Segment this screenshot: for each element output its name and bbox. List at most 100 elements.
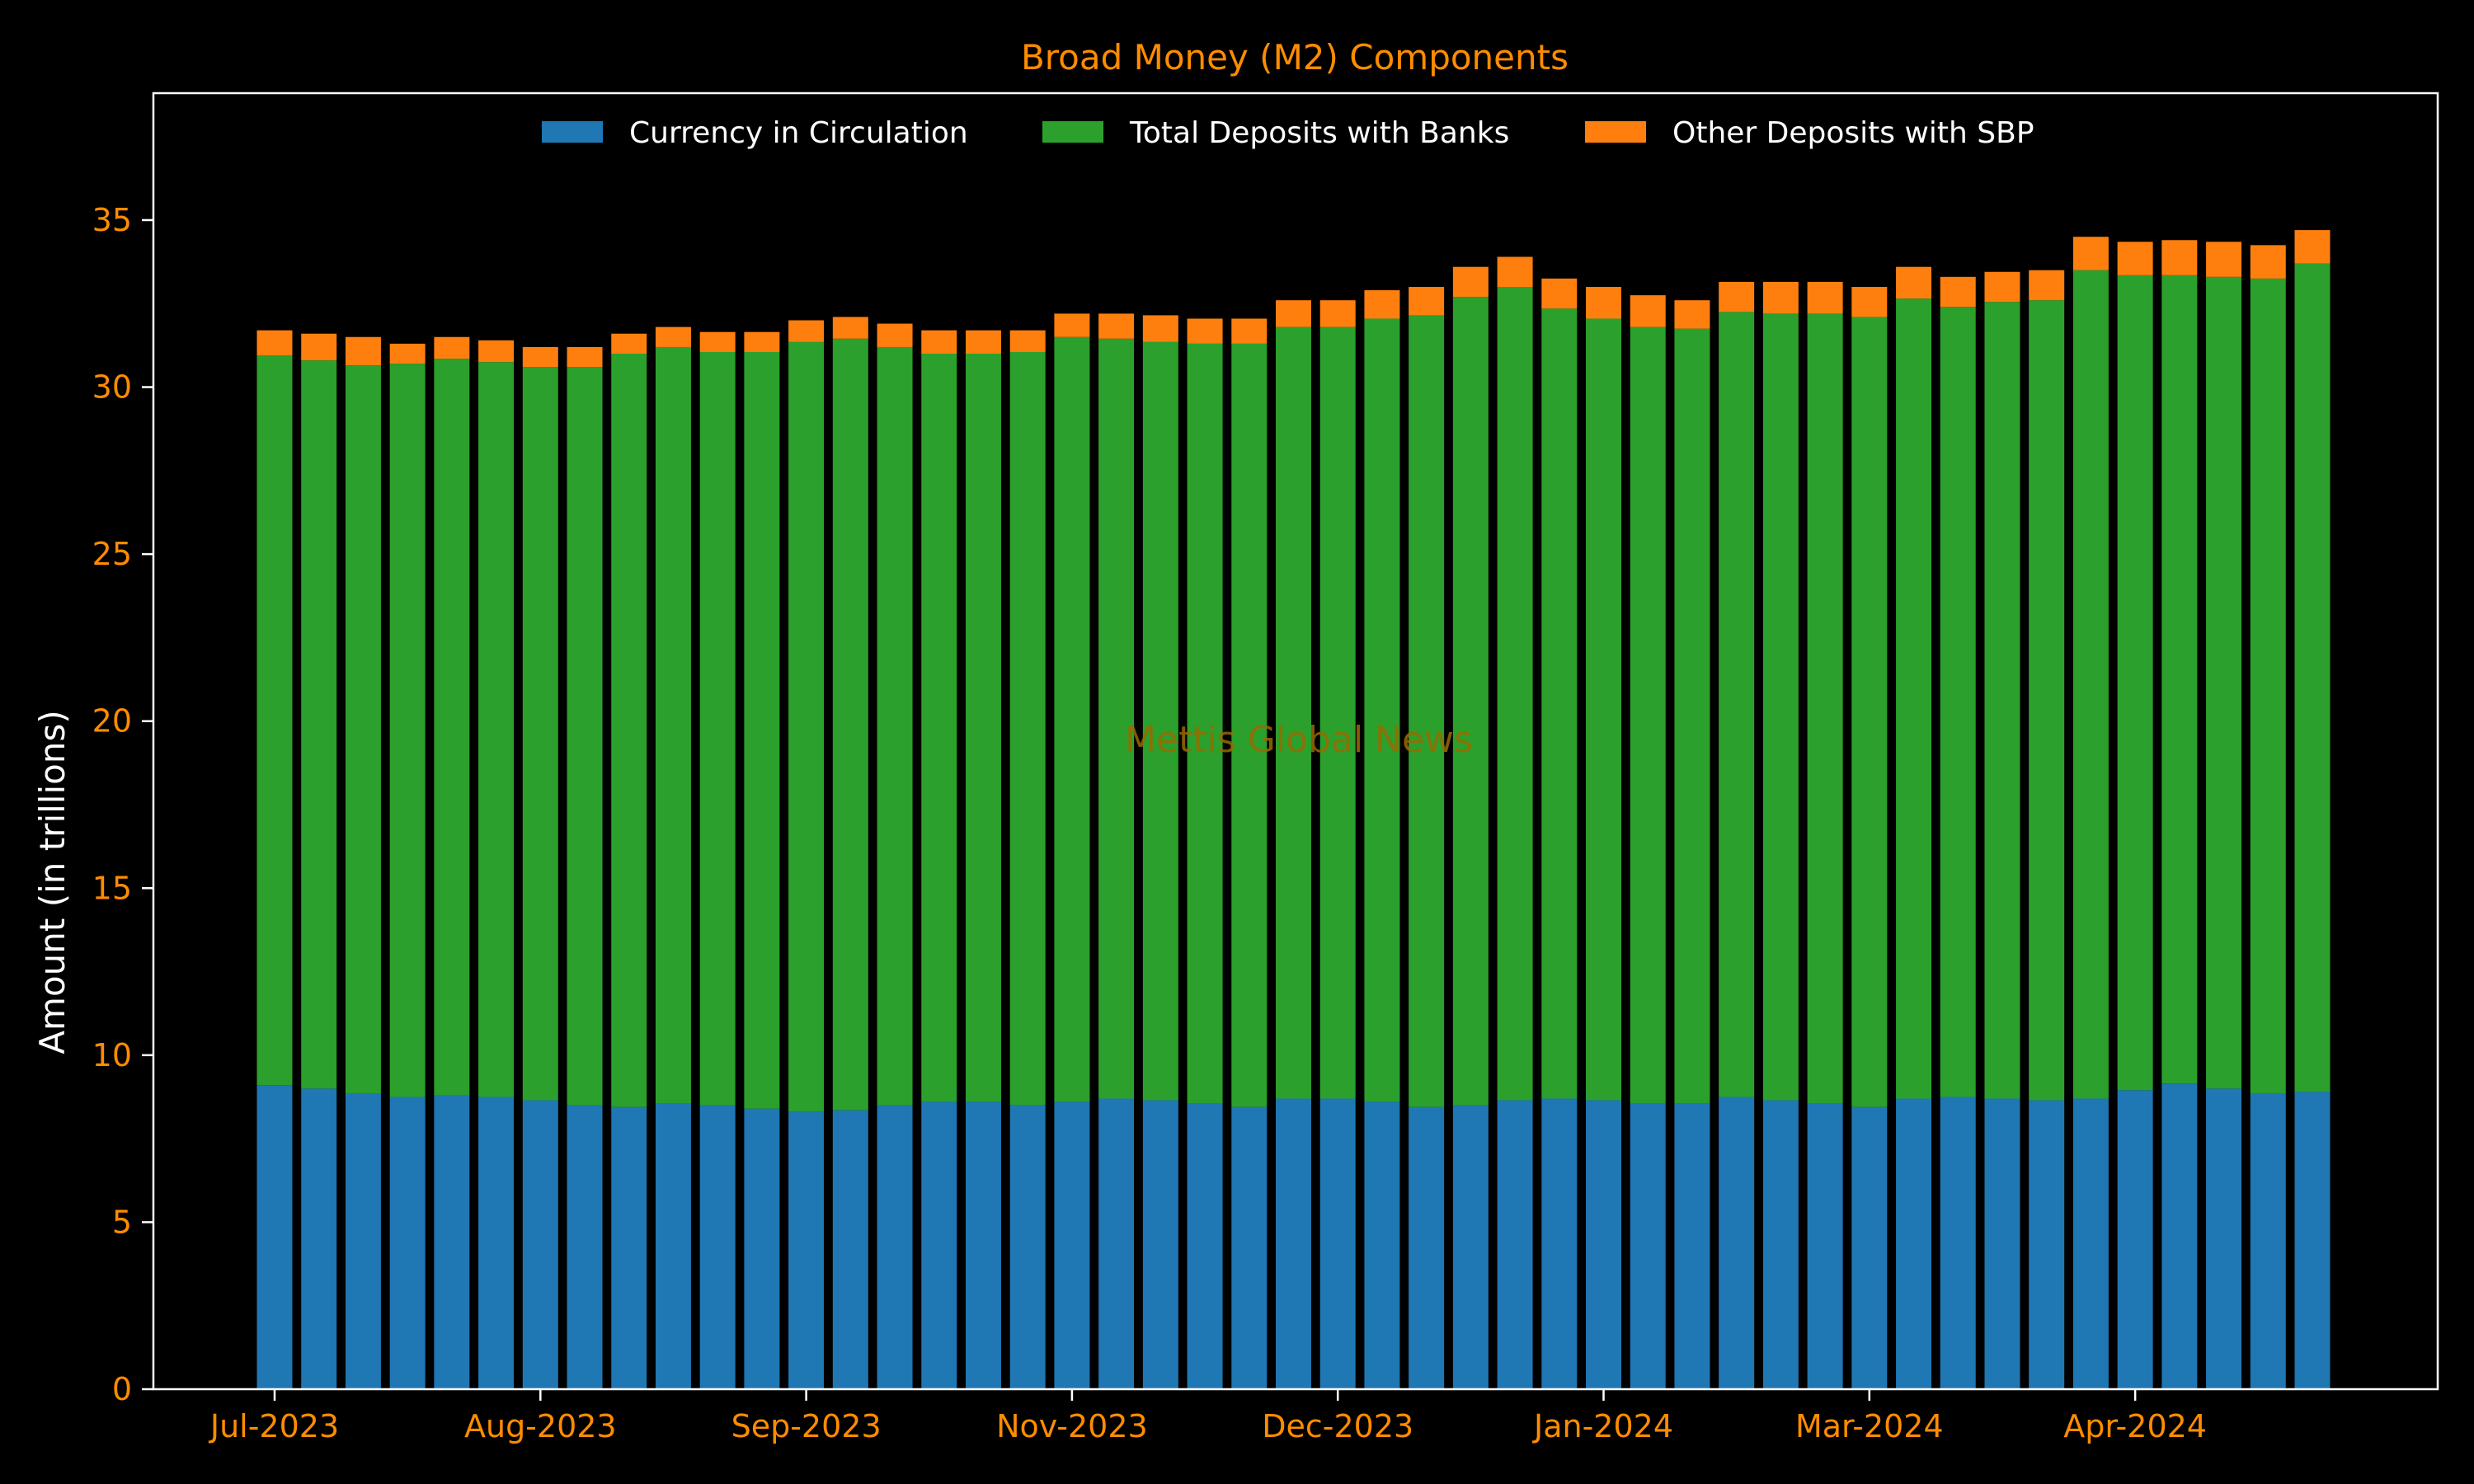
bar-segment-s2-11 bbox=[744, 331, 780, 352]
bar-segment-s1-40 bbox=[2029, 300, 2065, 1101]
bar-segment-s0-0 bbox=[256, 1085, 293, 1389]
bar-segment-s1-4 bbox=[434, 359, 470, 1096]
bar-segment-s2-39 bbox=[1984, 271, 2020, 303]
legend-swatch-1 bbox=[1042, 121, 1103, 143]
bar-segment-s1-24 bbox=[1319, 326, 1356, 1099]
bar-segment-s1-46 bbox=[2294, 263, 2331, 1092]
bar-segment-s0-34 bbox=[1762, 1100, 1799, 1389]
bar-segment-s2-34 bbox=[1762, 281, 1799, 314]
bar-segment-s2-5 bbox=[478, 340, 515, 363]
bar-segment-s1-10 bbox=[699, 351, 736, 1106]
bar-segment-s0-2 bbox=[345, 1093, 381, 1389]
y-tick-label-5: 5 bbox=[112, 1204, 132, 1240]
bar-segment-s0-10 bbox=[699, 1105, 736, 1389]
bar-segment-s1-13 bbox=[832, 338, 868, 1111]
bar-segment-s0-23 bbox=[1276, 1098, 1311, 1389]
x-tick-label-Sep-2023: Sep-2023 bbox=[731, 1408, 882, 1444]
x-tick-label-Nov-2023: Nov-2023 bbox=[996, 1408, 1148, 1444]
bar-segment-s2-29 bbox=[1541, 278, 1578, 309]
y-tick-label-30: 30 bbox=[92, 369, 132, 406]
bar-segment-s2-1 bbox=[301, 333, 337, 361]
bar-segment-s0-46 bbox=[2294, 1092, 2331, 1389]
bar-segment-s0-29 bbox=[1541, 1098, 1578, 1389]
bar-segment-s1-2 bbox=[345, 365, 381, 1094]
bar-segment-s2-23 bbox=[1276, 300, 1311, 327]
bar-segment-s1-8 bbox=[611, 354, 647, 1107]
bar-segment-s2-21 bbox=[1187, 318, 1223, 344]
bar-segment-s2-20 bbox=[1142, 315, 1178, 342]
bar-segment-s2-28 bbox=[1497, 256, 1533, 287]
bar-segment-s1-3 bbox=[389, 364, 426, 1097]
bar-segment-s1-33 bbox=[1719, 312, 1755, 1097]
bar-segment-s0-5 bbox=[478, 1097, 515, 1389]
bar-segment-s0-15 bbox=[921, 1101, 957, 1389]
bar-segment-s2-19 bbox=[1098, 313, 1135, 339]
bar-segment-s1-39 bbox=[1984, 302, 2020, 1099]
bar-segment-s1-7 bbox=[567, 367, 603, 1106]
bar-segment-s1-19 bbox=[1098, 338, 1135, 1099]
y-tick-label-0: 0 bbox=[112, 1371, 132, 1407]
bar-segment-s2-4 bbox=[434, 336, 470, 359]
y-tick-label-15: 15 bbox=[92, 870, 132, 906]
bar-segment-s1-21 bbox=[1187, 343, 1223, 1104]
bar-segment-s1-36 bbox=[1851, 317, 1888, 1107]
bar-segment-s2-10 bbox=[699, 331, 736, 352]
bar-segment-s1-12 bbox=[788, 341, 825, 1112]
bar-segment-s2-32 bbox=[1674, 300, 1710, 329]
bar-segment-s1-27 bbox=[1452, 297, 1489, 1106]
bar-segment-s1-43 bbox=[2161, 275, 2198, 1084]
bar-segment-s2-22 bbox=[1231, 318, 1268, 344]
bar-segment-s0-3 bbox=[389, 1097, 426, 1389]
chart-title: Broad Money (M2) Components bbox=[1021, 37, 1569, 77]
bar-segment-s0-39 bbox=[1984, 1098, 2020, 1389]
bar-segment-s0-21 bbox=[1187, 1103, 1223, 1389]
x-tick-label-Aug-2023: Aug-2023 bbox=[464, 1408, 617, 1444]
bar-segment-s0-19 bbox=[1098, 1098, 1135, 1389]
bar-segment-s0-28 bbox=[1497, 1100, 1533, 1389]
watermark-text: Mettis Global News bbox=[1125, 719, 1473, 761]
bar-segment-s1-9 bbox=[655, 346, 691, 1104]
y-tick-label-10: 10 bbox=[92, 1037, 132, 1073]
bar-segment-s0-37 bbox=[1896, 1098, 1932, 1389]
x-tick-label-Apr-2024: Apr-2024 bbox=[2063, 1408, 2207, 1444]
bar-segment-s0-9 bbox=[655, 1103, 691, 1389]
x-tick-label-Mar-2024: Mar-2024 bbox=[1795, 1408, 1944, 1444]
bar-segment-s1-34 bbox=[1762, 313, 1799, 1101]
y-tick-label-35: 35 bbox=[92, 202, 132, 238]
legend: Currency in Circulation Total Deposits wi… bbox=[542, 116, 2034, 150]
bar-segment-s2-37 bbox=[1896, 266, 1932, 299]
bar-segment-s0-33 bbox=[1719, 1097, 1755, 1389]
bar-segment-s1-18 bbox=[1054, 336, 1090, 1102]
bar-segment-s1-38 bbox=[1940, 307, 1976, 1097]
bar-segment-s1-41 bbox=[2072, 270, 2109, 1099]
bar-segment-s0-4 bbox=[434, 1095, 470, 1389]
x-axis: Jul-2023 Aug-2023 Sep-2023 Nov-2023 Dec-2023… bbox=[209, 1389, 2207, 1444]
bar-segment-s2-2 bbox=[345, 336, 381, 366]
bar-segment-s2-30 bbox=[1586, 286, 1621, 319]
bar-segment-s0-1 bbox=[301, 1088, 337, 1389]
bar-segment-s0-43 bbox=[2161, 1083, 2198, 1389]
bar-segment-s2-16 bbox=[965, 330, 1001, 355]
bar-segment-s2-38 bbox=[1940, 276, 1976, 308]
bar-segment-s2-14 bbox=[877, 323, 913, 347]
bar-segment-s1-31 bbox=[1630, 326, 1666, 1104]
bar-segment-s0-13 bbox=[832, 1110, 868, 1389]
bar-segment-s2-40 bbox=[2029, 270, 2065, 301]
bar-segment-s2-36 bbox=[1851, 286, 1888, 317]
bar-segment-s0-32 bbox=[1674, 1103, 1710, 1389]
bar-segment-s1-45 bbox=[2250, 278, 2286, 1094]
bar-segment-s2-42 bbox=[2117, 242, 2153, 275]
bar-segment-s2-41 bbox=[2072, 237, 2109, 270]
bar-segment-s2-0 bbox=[256, 330, 293, 356]
bar-segment-s1-17 bbox=[1009, 351, 1046, 1106]
bar-segment-s0-24 bbox=[1319, 1098, 1356, 1389]
legend-swatch-2 bbox=[1585, 121, 1646, 143]
bar-segment-s2-8 bbox=[611, 333, 647, 355]
bar-segment-s0-36 bbox=[1851, 1106, 1888, 1389]
y-axis-title: Amount (in trillions) bbox=[32, 710, 73, 1054]
bar-segment-s2-12 bbox=[788, 320, 825, 342]
bar-segment-s2-13 bbox=[832, 317, 868, 339]
bar-segment-s2-45 bbox=[2250, 245, 2286, 279]
bar-segment-s1-11 bbox=[744, 351, 780, 1109]
bar-segment-s0-8 bbox=[611, 1106, 647, 1389]
